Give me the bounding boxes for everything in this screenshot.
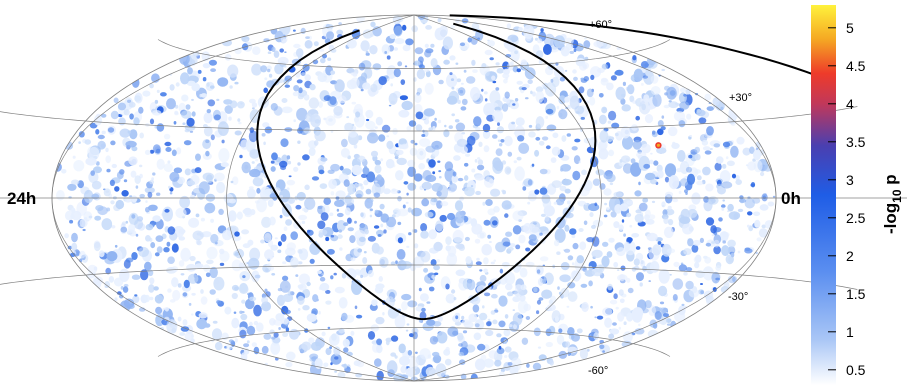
colorbar-tick-label: 4.5 bbox=[846, 58, 866, 74]
colorbar bbox=[811, 5, 836, 385]
colorbar-ticks: 0.5 1 1.5 2 2.5 3 3.5 4 4.5 5 bbox=[828, 20, 866, 378]
dec-label-minus30: -30° bbox=[728, 291, 748, 303]
colorbar-tick-label: 3 bbox=[846, 172, 854, 188]
dec-label-minus60: -60° bbox=[588, 365, 608, 377]
hotspot-marker bbox=[656, 143, 661, 147]
ra-label-right: 0h bbox=[781, 189, 801, 208]
colorbar-title-tail: p bbox=[881, 174, 900, 189]
colorbar-tick-label: 1.5 bbox=[846, 286, 866, 302]
parallel-line bbox=[157, 327, 671, 357]
parallel-line bbox=[0, 264, 858, 290]
map-outline bbox=[51, 14, 777, 382]
colorbar-title: -log10 p bbox=[881, 174, 904, 234]
colorbar-tick-label: 3.5 bbox=[846, 134, 866, 150]
ra-label-left: 24h bbox=[7, 189, 36, 208]
colorbar-tick-label: 1 bbox=[846, 324, 854, 340]
parallel-line bbox=[157, 39, 671, 69]
colorbar-title-main: -log bbox=[881, 203, 900, 234]
galactic-plane-tail bbox=[449, 14, 819, 78]
colorbar-tick-label: 2 bbox=[846, 248, 854, 264]
colorbar-tick-label: 5 bbox=[846, 20, 854, 36]
colorbar-tick-label: 4 bbox=[846, 96, 854, 112]
dec-label-plus30: +30° bbox=[729, 92, 752, 104]
colorbar-title-subscript: 10 bbox=[890, 189, 904, 203]
galactic-plane bbox=[256, 14, 819, 321]
parallel-line bbox=[0, 106, 858, 132]
dec-label-plus60: +60° bbox=[589, 19, 612, 31]
colorbar-tick-label: 0.5 bbox=[846, 362, 866, 378]
galactic-plane-arc bbox=[256, 22, 597, 321]
coordinate-grid bbox=[0, 14, 907, 382]
colorbar-tick-label: 2.5 bbox=[846, 210, 866, 226]
